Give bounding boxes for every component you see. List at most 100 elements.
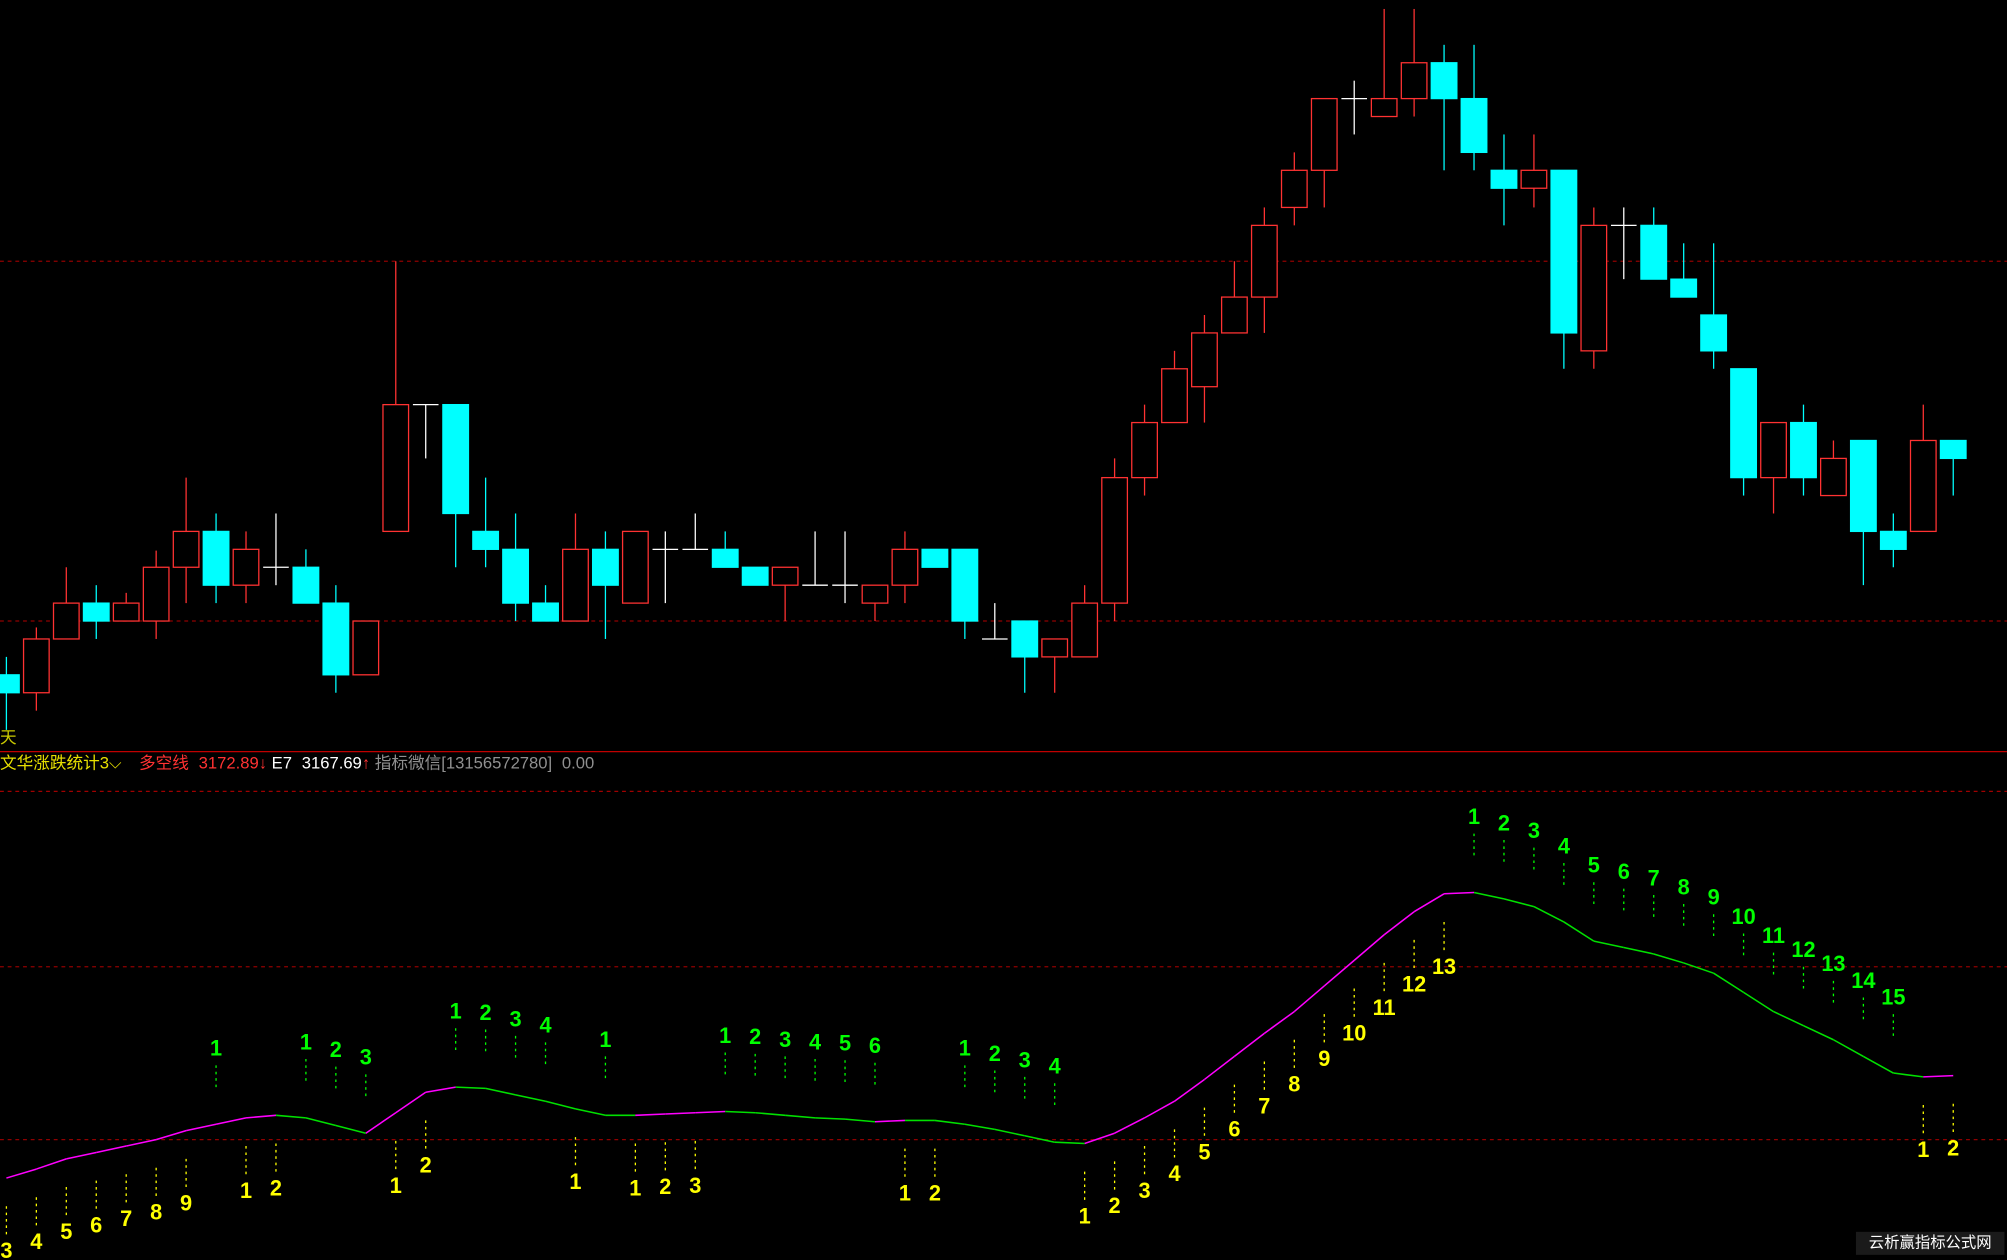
legend-line2-arrow: ↑ [362,754,370,773]
candle-body [711,548,739,568]
count-label: 5 [1588,853,1600,878]
candle-body [112,602,140,622]
candle-body [352,620,380,676]
indicator-line [96,1145,127,1154]
candle-body [0,674,20,694]
watermark-box [1855,1231,2005,1255]
indicator-line [126,1138,157,1147]
dropdown-icon[interactable]: ⌵ [109,754,122,773]
indicator-line [545,1100,576,1110]
indicator-line [1713,972,1744,994]
candle-body [591,548,619,586]
candle-body [1280,169,1308,209]
count-label: 6 [1618,859,1630,884]
indicator-line [695,1110,726,1114]
indicator-line [1024,1135,1055,1143]
candle-body [562,548,589,622]
indicator-line [844,1118,876,1123]
candle-body [1700,314,1728,352]
indicator-line [1413,893,1445,913]
count-label: 3 [779,1027,791,1052]
indicator-line [1473,891,1505,900]
count-label: 1 [210,1036,222,1061]
candle-body [1730,368,1758,479]
candle-body [1490,169,1518,189]
candle-body [52,602,80,640]
count-label: 1 [719,1023,731,1048]
candle-body [1131,421,1158,479]
count-label: 2 [1109,1193,1121,1218]
indicator-line [1533,905,1565,923]
candle-body [172,530,200,568]
candle-body [1310,97,1338,171]
count-label: 13 [1432,954,1456,979]
candle-body [532,602,559,622]
count-label: 8 [150,1200,162,1225]
count-label: 7 [1648,865,1660,890]
indicator-line [305,1117,337,1127]
indicator-line [1383,911,1415,936]
indicator-line [1593,940,1624,949]
indicator-line [1054,1141,1085,1145]
candle-body [1760,421,1787,479]
indicator-line [335,1124,367,1134]
indicator-line [1203,1055,1235,1081]
candle-body [1250,224,1278,298]
indicator-line [1084,1132,1115,1145]
count-label: 8 [1288,1072,1300,1097]
count-label: 1 [569,1169,581,1194]
candle-body [322,602,350,676]
pane-label: 天 [0,728,17,747]
count-label: 15 [1881,985,1905,1010]
legend: 文华涨跌统计3⌵ 多空线 3172.89↓ E7 3167.69↑ 指标微信[1… [0,754,594,773]
count-label: 1 [959,1036,971,1061]
indicator-line [1174,1078,1205,1102]
indicator-line [755,1111,786,1117]
count-label: 4 [539,1013,551,1038]
price-pane [0,8,2007,730]
candle-body [82,602,110,622]
candle-body [1849,439,1877,533]
count-label: 3 [689,1173,701,1198]
count-label: 9 [1318,1046,1330,1071]
indicator-line [66,1151,97,1160]
count-label: 3 [1528,818,1540,843]
candle-body [22,638,50,694]
count-label: 10 [1342,1020,1366,1045]
candle-body [442,403,470,515]
indicator-line [1773,1010,1804,1027]
count-label: 4 [1558,833,1570,858]
candle-body [1939,439,1967,460]
candle-body [472,530,500,550]
candle-body [951,548,979,622]
candle-body [202,530,230,586]
watermark: 云析赢指标公式网 [1869,1233,1992,1251]
indicator-line [485,1087,516,1096]
indicator-line [1923,1074,1954,1078]
count-label: 9 [180,1191,192,1216]
count-label: 3 [1019,1047,1031,1072]
count-label: 1 [300,1029,312,1054]
count-label: 1 [629,1175,641,1200]
count-label: 3 [510,1006,522,1031]
legend-contact: 指标微信[13156572780] [375,754,552,773]
indicator-line [1263,1010,1295,1034]
candle-body [1191,332,1218,388]
count-label: 1 [1917,1137,1929,1162]
count-label: 14 [1851,968,1875,993]
legend-line2-value: 3167.69 [302,754,362,773]
count-label: 5 [1198,1139,1210,1164]
indicator-line [395,1091,427,1114]
legend-line1-value: 3172.89 [199,754,259,773]
indicator-line [1743,991,1774,1013]
indicator-line [1863,1055,1894,1074]
legend-line2-name: E7 [272,754,292,773]
legend-extra: 0.00 [562,754,594,773]
indicator-line [425,1086,456,1094]
indicator-line [1293,985,1325,1013]
count-label: 1 [240,1178,252,1203]
indicator-line [245,1114,277,1119]
indicator-name[interactable]: 文华涨跌统计3 [0,754,109,773]
indicator-line [1653,953,1684,964]
